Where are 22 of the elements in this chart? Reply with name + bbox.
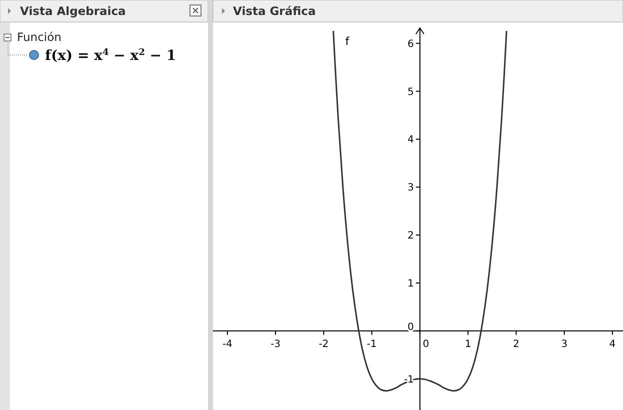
series-label: f (345, 34, 350, 48)
text: Vista Algebraica (20, 4, 126, 18)
y-tick-label: 6 (408, 38, 414, 50)
text: f(x) = x$^{4}$ − x$^{2}$ − 1 (45, 46, 176, 64)
x-tick-label: 4 (609, 338, 616, 350)
x-tick-label: -2 (318, 338, 329, 350)
y-tick-label: 2 (408, 230, 414, 242)
x-tick-label: 2 (512, 338, 520, 350)
x-tick-label: -1 (366, 338, 377, 350)
y-tick-label: 1 (408, 278, 414, 290)
y-tick-label: 4 (408, 134, 414, 146)
x-tick-label: 0 (422, 338, 430, 350)
y-tick-label: 3 (408, 182, 414, 194)
x-tick-label: -3 (270, 338, 281, 350)
y-tick-label: 0 (408, 322, 414, 334)
chart-title: Vista Gráfica (233, 4, 316, 18)
text: Función (17, 30, 62, 44)
x-tick-label: 1 (464, 338, 472, 350)
y-tick-label: 5 (408, 86, 414, 98)
x-tick-label: -4 (222, 338, 232, 350)
x-tick-label: 3 (561, 338, 568, 350)
line-series (332, 30, 508, 392)
